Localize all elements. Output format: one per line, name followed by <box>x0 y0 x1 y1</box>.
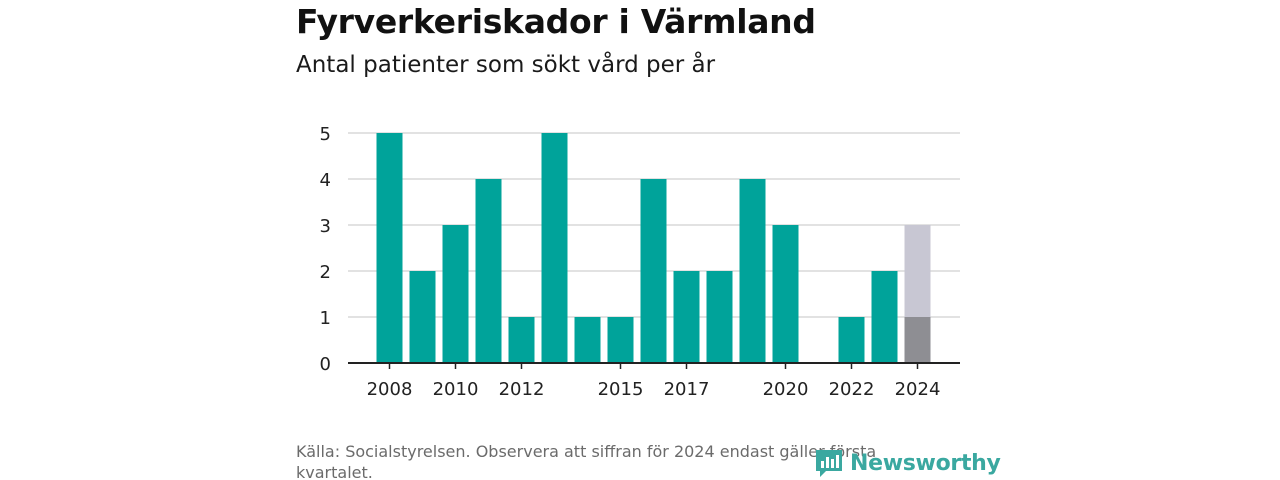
y-tick-label-4: 4 <box>320 170 331 191</box>
bar-2012 <box>508 317 535 363</box>
x-tick-label-2017: 2017 <box>664 379 710 400</box>
y-tick-label-0: 0 <box>320 354 331 375</box>
x-tick-label-2022: 2022 <box>829 379 875 400</box>
bar-2011 <box>475 179 502 363</box>
bar-2014 <box>574 317 601 363</box>
chart-title: Fyrverkeriskador i Värmland <box>296 2 816 41</box>
bar-2023 <box>871 271 898 363</box>
logo-text: Newsworthy <box>850 450 1001 476</box>
chart-subtitle: Antal patienter som sökt vård per år <box>296 52 716 78</box>
bar-2013 <box>541 133 568 363</box>
bar-2016 <box>640 179 667 363</box>
bar-2008 <box>376 133 403 363</box>
source-note: Källa: Socialstyrelsen. Observera att si… <box>296 442 877 480</box>
newsworthy-logo: Newsworthy <box>814 446 1001 480</box>
bar-2010 <box>442 225 469 363</box>
bar-2019 <box>739 179 766 363</box>
bar-2018 <box>706 271 733 363</box>
bar-2024 <box>904 317 931 363</box>
x-axis-ticks: 2008 2010 2012 2015 2017 2020 2022 2024 <box>367 363 941 400</box>
y-tick-label-5: 5 <box>320 124 331 145</box>
newsworthy-logo-icon <box>816 450 842 477</box>
bar-2017 <box>673 271 700 363</box>
x-tick-label-2012: 2012 <box>499 379 545 400</box>
bar-2020 <box>772 225 799 363</box>
y-tick-label-2: 2 <box>320 262 331 283</box>
x-tick-label-2024: 2024 <box>895 379 941 400</box>
bars <box>376 133 931 363</box>
bar-2009 <box>409 271 436 363</box>
bar-2015 <box>607 317 634 363</box>
x-tick-label-2020: 2020 <box>763 379 809 400</box>
x-tick-label-2008: 2008 <box>367 379 413 400</box>
y-axis-ticks: 0 1 2 3 4 5 <box>320 124 331 375</box>
x-tick-label-2010: 2010 <box>433 379 479 400</box>
bar-2022 <box>838 317 865 363</box>
y-tick-label-1: 1 <box>320 308 331 329</box>
y-tick-label-3: 3 <box>320 216 331 237</box>
x-tick-label-2015: 2015 <box>598 379 644 400</box>
